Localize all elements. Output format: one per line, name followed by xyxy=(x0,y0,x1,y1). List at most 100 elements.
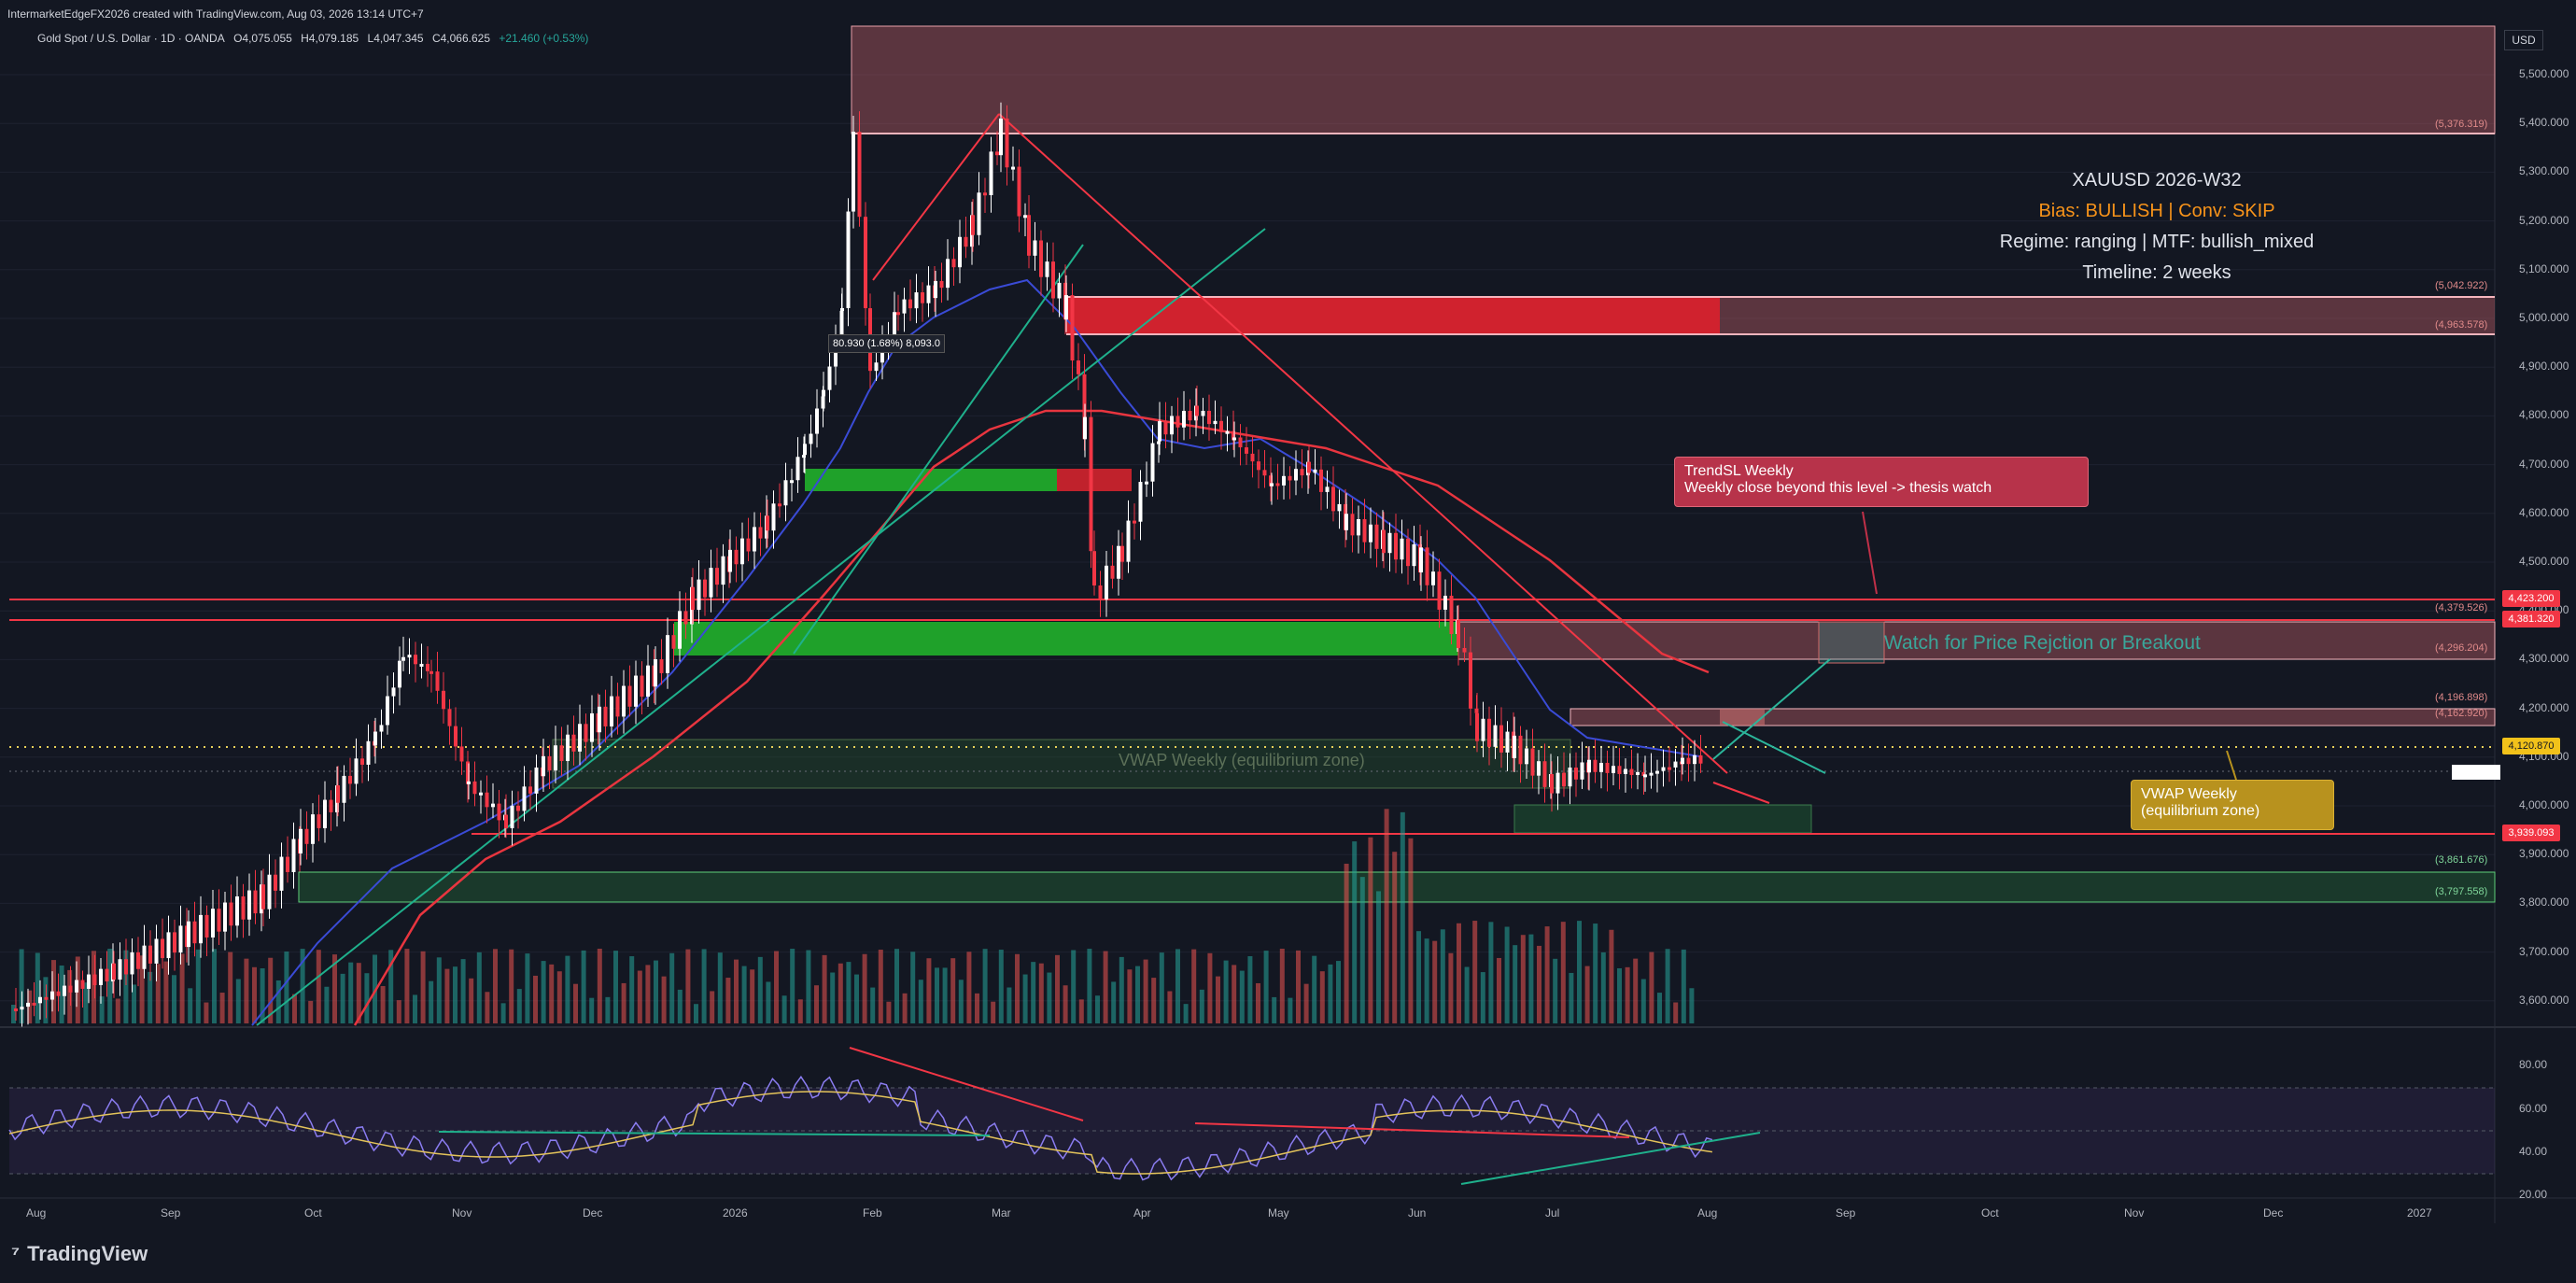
candle-body xyxy=(401,656,405,661)
rsi-divergence-red xyxy=(849,1047,1084,1121)
candle-body xyxy=(1387,532,1392,554)
rsi-axis-label: 20.00 xyxy=(2519,1188,2548,1201)
volume-bar xyxy=(139,955,145,1023)
volume-bar xyxy=(436,957,442,1023)
candle-body xyxy=(1400,538,1404,560)
candle-body xyxy=(1257,461,1260,471)
volume-bar xyxy=(1288,997,1293,1023)
volume-bar xyxy=(476,952,482,1023)
volume-bar xyxy=(1047,972,1052,1023)
candle-body xyxy=(379,725,384,732)
volume-bar xyxy=(701,949,707,1023)
tradingview-logo[interactable]: ⁷ TradingView xyxy=(11,1242,148,1266)
candle-body xyxy=(178,925,183,953)
candle-body xyxy=(317,814,321,828)
candle-body xyxy=(1250,453,1255,462)
volume-bar xyxy=(533,975,538,1023)
volume-bar xyxy=(1408,838,1414,1023)
candle-body xyxy=(1681,757,1684,765)
candle-body xyxy=(1117,545,1120,579)
candle-body xyxy=(659,659,664,673)
volume-bar xyxy=(1247,956,1253,1023)
trendsl-callout[interactable]: TrendSL Weekly Weekly close beyond this … xyxy=(1674,457,2089,507)
candle-body xyxy=(1089,416,1093,552)
brand-name: TradingView xyxy=(27,1242,148,1265)
candle-body xyxy=(995,151,999,156)
candle-body xyxy=(1636,771,1640,775)
volume-bar xyxy=(340,973,345,1023)
volume-bar xyxy=(902,993,908,1023)
volume-bar xyxy=(148,971,153,1023)
volume-bar xyxy=(1513,945,1518,1023)
volume-bar xyxy=(11,1005,16,1023)
candle-body xyxy=(354,758,359,784)
level-label-4963: (4,963.578) xyxy=(2435,319,2488,331)
candle-body xyxy=(1307,461,1311,473)
symbol-name[interactable]: Gold Spot / U.S. Dollar · 1D · OANDA xyxy=(37,32,225,45)
candle-body xyxy=(1145,481,1148,485)
candle-body xyxy=(1288,475,1292,481)
volume-bar xyxy=(1135,966,1140,1023)
candle-body xyxy=(709,568,713,598)
volume-bar xyxy=(725,978,731,1023)
volume-bar xyxy=(1617,967,1622,1023)
candle-body xyxy=(1269,475,1273,486)
candle-body xyxy=(734,549,739,565)
candle-body xyxy=(485,792,489,808)
price-axis-label: 3,800.000 xyxy=(2519,895,2569,909)
volume-bar xyxy=(1143,959,1148,1023)
volume-bar xyxy=(1352,841,1358,1023)
rsi-trend-cyan-up xyxy=(1460,1132,1761,1185)
measure-label: 80.930 (1.68%) 8,093.0 xyxy=(828,334,945,353)
volume-bar xyxy=(188,988,193,1023)
candle-body xyxy=(1412,543,1416,567)
volume-bar xyxy=(1560,922,1566,1023)
rsi-trend-cyan xyxy=(438,1131,991,1136)
candle-body xyxy=(1374,524,1379,549)
candle-body xyxy=(1238,437,1243,448)
volume-bar xyxy=(27,990,33,1023)
candle-body xyxy=(1574,768,1578,780)
currency-button[interactable]: USD xyxy=(2504,30,2543,50)
volume-bar xyxy=(1577,921,1582,1023)
candle-body xyxy=(1077,360,1080,374)
vwap-zone-text[interactable]: VWAP Weekly (equilibrium zone) xyxy=(1119,751,1365,769)
level-label-4196: (4,196.898) xyxy=(2435,692,2488,703)
candle-body xyxy=(1562,772,1566,787)
candle-body xyxy=(802,455,806,458)
candle-body xyxy=(1469,652,1472,709)
candle-body xyxy=(1641,771,1646,776)
candle-body xyxy=(840,307,844,311)
volume-bar xyxy=(525,953,530,1023)
rsi-trend-red xyxy=(1194,1122,1630,1138)
candle-body xyxy=(603,706,608,726)
volume-bar xyxy=(123,950,129,1023)
volume-bar xyxy=(1569,972,1574,1023)
candle-body xyxy=(166,932,171,959)
candle-body xyxy=(1045,261,1049,277)
volume-bar xyxy=(1440,929,1445,1023)
candle-body xyxy=(1698,754,1703,764)
volume-bar xyxy=(204,1002,209,1023)
candle-body xyxy=(921,292,924,303)
candle-body xyxy=(1599,762,1603,772)
volume-bar xyxy=(677,989,683,1023)
ohlc-open: O4,075.055 xyxy=(233,32,292,45)
rsi-axis-label: 40.00 xyxy=(2519,1145,2548,1158)
candle-body xyxy=(426,663,429,671)
volume-bar xyxy=(958,980,964,1023)
candle-body xyxy=(622,685,626,717)
watch-rejection-text[interactable]: Watch for Price Rejction or Breakout xyxy=(1884,632,2201,654)
price-axis-label: 4,200.000 xyxy=(2519,700,2569,714)
candle-body xyxy=(1070,295,1075,361)
candle-body xyxy=(1431,571,1435,585)
time-axis-label: Mar xyxy=(992,1206,1011,1220)
candle-body xyxy=(766,515,769,531)
volume-bar xyxy=(549,964,555,1023)
vwap-callout[interactable]: VWAP Weekly (equilibrium zone) xyxy=(2131,780,2334,830)
volume-bar xyxy=(717,952,723,1023)
volume-bar xyxy=(1384,809,1389,1023)
volume-bar xyxy=(91,951,96,1023)
volume-bar xyxy=(1328,964,1333,1023)
